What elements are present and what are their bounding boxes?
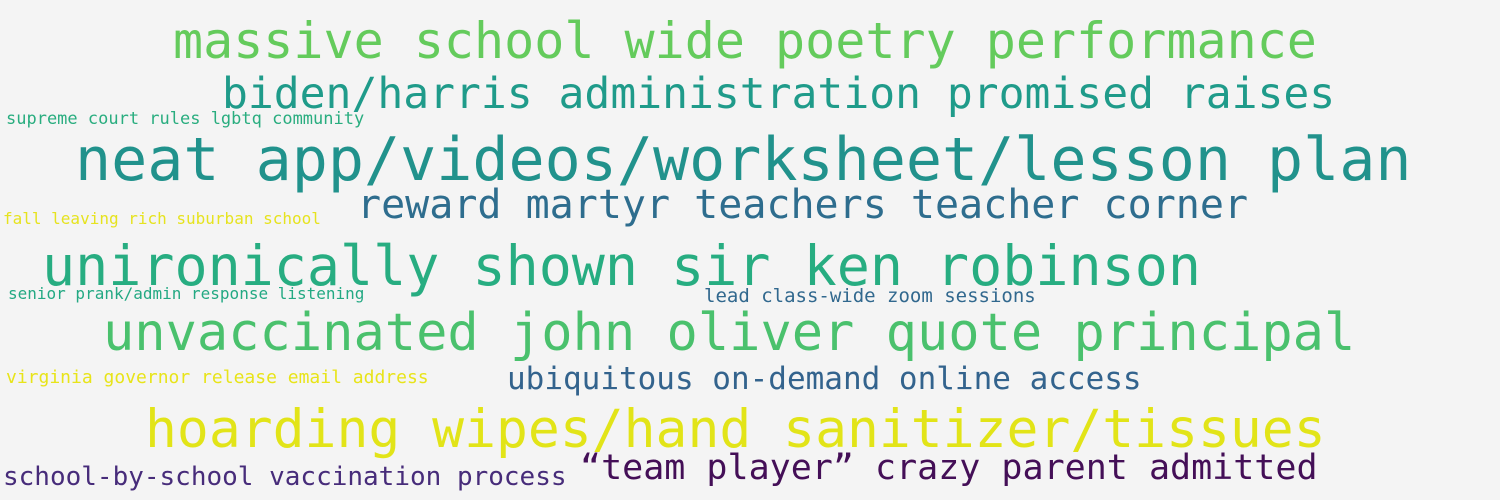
word-phrase-15: “team player” crazy parent admitted [580, 448, 1318, 488]
word-phrase-3: supreme court rules lgbtq community [6, 109, 365, 129]
word-phrase-9: lead class-wide zoom sessions [704, 285, 1036, 307]
word-phrase-13: hoarding wipes/hand sanitizer/tissues [145, 399, 1326, 460]
word-phrase-11: virginia governor release email address [6, 367, 429, 388]
word-phrase-4: neat app/videos/worksheet/lesson plan [75, 125, 1412, 195]
word-phrase-8: senior prank/admin response listening [8, 284, 365, 303]
word-phrase-7: unironically shown sir ken robinson [42, 234, 1201, 298]
word-phrase-1: massive school wide poetry performance [173, 12, 1317, 70]
word-phrase-10: unvaccinated john oliver quote principal [103, 303, 1356, 363]
word-phrase-5: reward martyr teachers teacher corner [357, 182, 1249, 228]
word-phrase-2: biden/harris administration promised rai… [222, 69, 1336, 119]
word-phrase-6: fall leaving rich suburban school [3, 209, 321, 228]
word-phrase-14: school-by-school vaccination process [3, 462, 567, 492]
word-phrase-12: ubiquitous on-demand online access [507, 361, 1142, 397]
